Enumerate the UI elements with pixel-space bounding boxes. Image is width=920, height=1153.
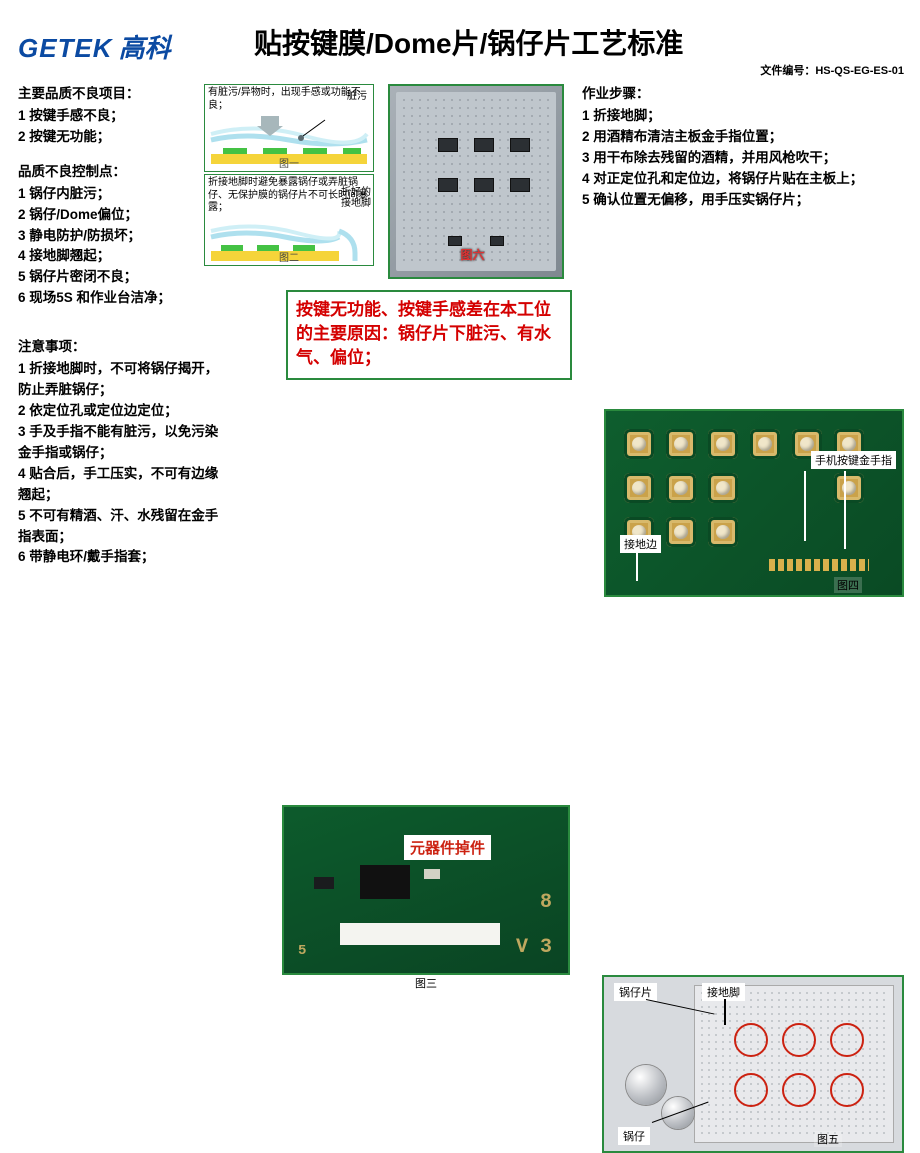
list-item: 2 按键无功能； — [18, 127, 223, 148]
list-item: 1 按键手感不良； — [18, 106, 223, 127]
page-title: 贴按键膜/Dome片/锅仔片工艺标准 — [254, 22, 683, 62]
doc-number: 文件编号：HS-QS-EG-ES-01 — [760, 62, 904, 78]
steps-column: 作业步骤： 1 折接地脚； 2 用酒精布清洁主板金手指位置； 3 用干布除去残留… — [582, 84, 906, 211]
photo-6: 图六 — [388, 84, 564, 279]
pcb-mark: 8 — [540, 891, 552, 914]
warning-box: 按键无功能、按键手感差在本工位的主要原因：锅仔片下脏污、有水气、偏位； — [286, 290, 572, 380]
list-item: 6 带静电环/戴手指套； — [18, 547, 223, 568]
list-item: 2 依定位孔或定位边定位； — [18, 401, 223, 422]
list-item: 3 用干布除去残留的酒精，并用风枪吹干； — [582, 148, 906, 169]
list-item: 2 锅仔/Dome偏位； — [18, 205, 223, 226]
left-column: 主要品质不良项目： 1 按键手感不良； 2 按键无功能； 品质不良控制点： 1 … — [18, 84, 223, 568]
photo-5-callout-sheet: 锅仔片 — [614, 983, 657, 1001]
diagram-1-dirt-label: 脏污 — [347, 87, 367, 102]
list-item: 5 确认位置无偏移，用手压实锅仔片； — [582, 190, 906, 211]
photo-4: 手机按键金手指 接地边 图四 — [604, 409, 904, 597]
photo-3-caption: 图三 — [415, 975, 437, 991]
list-item: 5 锅仔片密闭不良； — [18, 267, 223, 288]
logo-en: GETEK — [18, 33, 113, 64]
photo-5: 锅仔片 接地脚 锅仔 图五 — [602, 975, 904, 1153]
notes-list: 1 折接地脚时，不可将锅仔揭开，防止弄脏锅仔； 2 依定位孔或定位边定位； 3 … — [18, 359, 223, 568]
list-item: 1 折接地脚时，不可将锅仔揭开，防止弄脏锅仔； — [18, 359, 223, 401]
list-item: 1 折接地脚； — [582, 106, 906, 127]
notes-heading: 注意事项： — [18, 337, 223, 358]
steps-list: 1 折接地脚； 2 用酒精布清洁主板金手指位置； 3 用干布除去残留的酒精，并用… — [582, 106, 906, 211]
list-item: 5 不可有精酒、汗、水残留在金手指表面； — [18, 506, 223, 548]
photo-4-callout-left: 接地边 — [620, 535, 661, 553]
steps-heading: 作业步骤： — [582, 84, 906, 105]
list-item: 4 贴合后，手工压实，不可有边缘翘起； — [18, 464, 223, 506]
list-item: 4 接地脚翘起； — [18, 246, 223, 267]
photo-4-callout-right: 手机按键金手指 — [811, 451, 896, 469]
list-item: 1 锅仔内脏污； — [18, 184, 223, 205]
photo-5-callout-dome: 锅仔 — [618, 1127, 650, 1145]
list-item: 3 手及手指不能有脏污，以免污染金手指或锅仔； — [18, 422, 223, 464]
list-item: 3 静电防护/防损坏； — [18, 226, 223, 247]
list-item: 6 现场5S 和作业台洁净； — [18, 288, 223, 309]
doc-number-label: 文件编号： — [760, 65, 815, 77]
list-item: 4 对正定位孔和定位边，将锅仔片贴在主板上； — [582, 169, 906, 190]
diagrams: 有脏污/异物时，出现手感或功能不良； 脏污 图一 折接地脚时避免暴露锅仔或弄脏锅… — [204, 84, 376, 266]
photo-3-label: 元器件掉件 — [404, 835, 491, 860]
doc-number-value: HS-QS-EG-ES-01 — [815, 65, 904, 77]
photo-5-caption: 图五 — [814, 1131, 842, 1147]
photo-6-label: 图六 — [461, 246, 485, 263]
diagram-2-side-label: 折好的接地脚 — [341, 187, 375, 209]
list-item: 2 用酒精布清洁主板金手指位置； — [582, 127, 906, 148]
diagram-2: 折接地脚时避免暴露锅仔或弄脏锅仔、无保护膜的锅仔片不可长时间暴露； 折好的接地脚… — [204, 174, 374, 266]
diagram-1: 有脏污/异物时，出现手感或功能不良； 脏污 图一 — [204, 84, 374, 172]
photo-3: 元器件掉件 8 V 3 5 图三 — [282, 805, 570, 975]
diagram-1-caption: 图一 — [279, 155, 299, 170]
diagram-2-caption: 图二 — [279, 249, 299, 264]
logo: GETEK 高科 — [18, 28, 228, 60]
quality-issues-heading: 主要品质不良项目： — [18, 84, 223, 105]
photo-4-caption: 图四 — [834, 577, 862, 593]
pcb-mark: 5 — [298, 943, 306, 959]
control-points-heading: 品质不良控制点： — [18, 162, 223, 183]
quality-issues-list: 1 按键手感不良； 2 按键无功能； — [18, 106, 223, 148]
pcb-mark: V 3 — [516, 936, 552, 959]
logo-cn: 高科 — [119, 28, 171, 65]
control-points-list: 1 锅仔内脏污； 2 锅仔/Dome偏位； 3 静电防护/防损坏； 4 接地脚翘… — [18, 184, 223, 310]
